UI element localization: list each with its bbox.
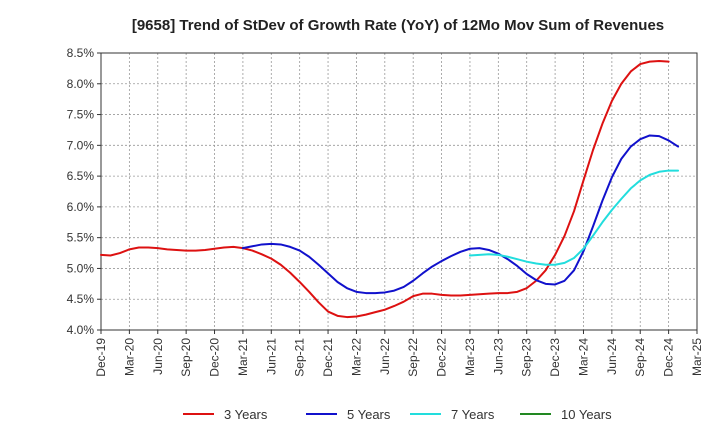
x-axis: Dec-19 Mar-20 Jun-20 Sep-20 Dec-20 Mar-21 Jun-… — [94, 330, 704, 377]
y-tick-label: 5.0% — [67, 261, 95, 275]
x-tick-label: Mar-25 — [690, 338, 704, 376]
x-tick-label: Mar-21 — [236, 338, 250, 376]
y-tick-label: 7.0% — [67, 138, 95, 152]
series-lines — [100, 60, 680, 319]
x-tick-label: Mar-20 — [122, 338, 136, 376]
y-tick-label: 7.5% — [67, 108, 95, 122]
plot-frame — [100, 52, 698, 331]
x-tick-label: Dec-21 — [321, 338, 335, 377]
x-tick-label: Mar-22 — [349, 338, 363, 376]
y-tick-label: 6.5% — [67, 169, 95, 183]
x-tick-label: Dec-20 — [208, 338, 222, 377]
legend-label-3-years: 3 Years — [224, 407, 268, 422]
x-tick-label: Sep-24 — [633, 338, 647, 377]
y-axis: 4.0% 4.5% 5.0% 5.5% 6.0% 6.5% 7.0% 7.5% 8.0% 8.5% — [67, 46, 101, 337]
y-tick-label: 4.5% — [67, 292, 95, 306]
x-tick-label: Dec-22 — [435, 338, 449, 377]
y-tick-label: 4.0% — [67, 323, 95, 337]
x-tick-label: Sep-21 — [293, 338, 307, 377]
x-tick-label: Dec-23 — [548, 338, 562, 377]
legend-label-10-years: 10 Years — [561, 407, 612, 422]
series-line-5-years — [241, 134, 680, 295]
legend-label-7-years: 7 Years — [451, 407, 495, 422]
x-tick-label: Dec-24 — [662, 338, 676, 377]
chart-title: [9658] Trend of StDev of Growth Rate (Yo… — [132, 17, 664, 34]
x-tick-label: Mar-24 — [576, 338, 590, 376]
x-tick-label: Jun-22 — [378, 338, 392, 375]
x-tick-label: Sep-20 — [179, 338, 193, 377]
x-tick-label: Sep-23 — [520, 338, 534, 377]
legend-label-5-years: 5 Years — [347, 407, 391, 422]
x-tick-label: Jun-24 — [605, 338, 619, 375]
x-tick-label: Jun-21 — [264, 338, 278, 375]
y-tick-label: 5.5% — [67, 231, 95, 245]
y-tick-label: 8.5% — [67, 46, 95, 60]
x-tick-label: Jun-20 — [151, 338, 165, 375]
x-tick-label: Dec-19 — [94, 338, 108, 377]
x-tick-label: Sep-22 — [406, 338, 420, 377]
series-line-7-years — [468, 169, 680, 266]
grid — [101, 53, 697, 330]
y-tick-label: 8.0% — [67, 77, 95, 91]
legend: 3 Years 5 Years 7 Years 10 Years — [183, 407, 612, 422]
x-tick-label: Jun-23 — [491, 338, 505, 375]
y-tick-label: 6.0% — [67, 200, 95, 214]
x-tick-label: Mar-23 — [463, 338, 477, 376]
series-line-3-years — [100, 60, 670, 319]
